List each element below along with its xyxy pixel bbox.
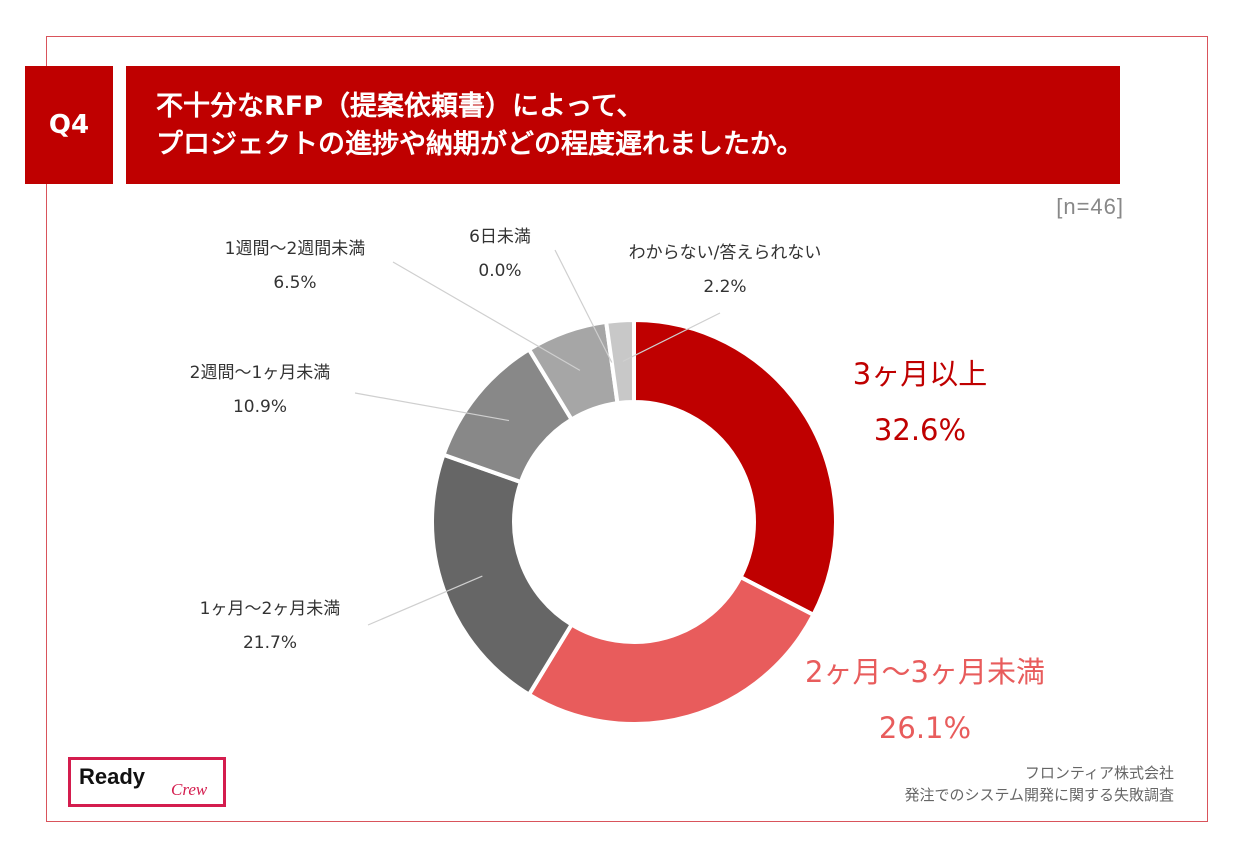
leader-line-under-6days — [554, 249, 613, 363]
leader-line-2weeks-to-1month — [354, 392, 510, 422]
slice-label-1to2weeks: 1週間〜2週間未満 6.5% — [195, 232, 395, 300]
slice-under-6days-name: 6日未満 — [469, 227, 531, 247]
donut-slices — [430, 317, 838, 726]
source-company: フロンティア株式会社 — [1024, 764, 1174, 782]
logo-crew-text: Crew — [171, 780, 208, 799]
slice-label-3months-plus: 3ヶ月以上 32.6% — [820, 346, 1020, 458]
leader-lines — [354, 249, 721, 626]
leader-line-1to2weeks — [392, 261, 581, 371]
donut-slice-unknown — [603, 317, 636, 406]
slice-label-1to2months: 1ヶ月〜2ヶ月未満 21.7% — [170, 592, 370, 660]
leader-line-unknown — [622, 312, 721, 362]
slice-under-6days-value: 0.0% — [478, 261, 522, 281]
source-note: フロンティア株式会社 発注でのシステム開発に関する失敗調査 — [904, 762, 1174, 806]
slice-2weeks-to-1month-name: 2週間〜1ヶ月未満 — [189, 363, 331, 383]
chart-frame — [46, 36, 1208, 822]
slice-unknown-name: わからない/答えられない — [628, 243, 822, 263]
slice-1to2weeks-value: 6.5% — [273, 273, 317, 293]
source-survey: 発注でのシステム開発に関する失敗調査 — [904, 786, 1174, 804]
slice-label-unknown: わからない/答えられない 2.2% — [590, 236, 860, 304]
question-badge: Q4 — [25, 66, 113, 184]
slice-2weeks-to-1month-value: 10.9% — [232, 397, 287, 417]
question-title: 不十分なRFP（提案依頼書）によって、 プロジェクトの進捗や納期がどの程度遅れま… — [126, 66, 1120, 184]
leader-line-1to2months — [367, 575, 483, 626]
donut-slice-2to3months — [526, 574, 817, 726]
question-title-line1: 不十分なRFP（提案依頼書）によって、 — [156, 91, 644, 122]
slice-2to3months-value: 26.1% — [878, 711, 972, 745]
slice-1to2months-name: 1ヶ月〜2ヶ月未満 — [199, 599, 341, 619]
sample-size: [n=46] — [1056, 194, 1124, 219]
readycrew-logo: Ready Crew — [68, 757, 226, 807]
slice-3months-plus-name: 3ヶ月以上 — [852, 357, 988, 391]
slice-label-under-6days: 6日未満 0.0% — [440, 220, 560, 288]
donut-slice-3months-plus — [632, 317, 838, 618]
donut-slice-1to2months — [430, 452, 575, 698]
question-number: Q4 — [48, 110, 90, 140]
slice-label-2to3months: 2ヶ月〜3ヶ月未満 26.1% — [790, 644, 1060, 756]
slice-1to2weeks-name: 1週間〜2週間未満 — [224, 239, 366, 259]
slice-label-2weeks-to-1month: 2週間〜1ヶ月未満 10.9% — [160, 356, 360, 424]
slice-1to2months-value: 21.7% — [242, 633, 297, 653]
slice-unknown-value: 2.2% — [703, 277, 747, 297]
slice-2to3months-name: 2ヶ月〜3ヶ月未満 — [805, 655, 1045, 689]
slice-3months-plus-value: 32.6% — [873, 413, 967, 447]
logo-ready-text: Ready — [79, 764, 146, 789]
question-title-line2: プロジェクトの進捗や納期がどの程度遅れましたか。 — [156, 129, 804, 160]
